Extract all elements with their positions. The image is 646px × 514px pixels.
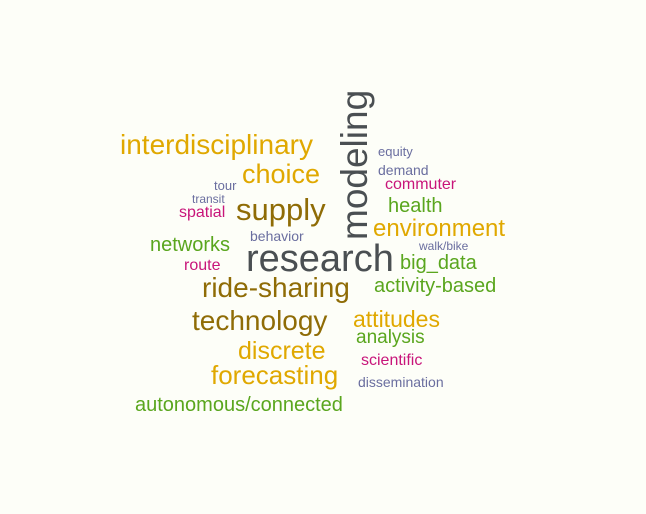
word-equity: equity — [378, 144, 413, 159]
word-commuter: commuter — [385, 176, 457, 193]
word-interdisciplinary: interdisciplinary — [120, 129, 313, 160]
word-discrete: discrete — [238, 337, 326, 365]
word-attitudes: attitudes — [353, 306, 440, 332]
word-route: route — [184, 257, 221, 274]
word-spatial: spatial — [179, 204, 226, 221]
word-activity-based: activity-based — [374, 275, 497, 297]
word-analysis: analysis — [356, 327, 425, 348]
word-health: health — [388, 195, 443, 217]
word-big-data: big_data — [400, 252, 477, 274]
word-dissemination: dissemination — [358, 374, 444, 390]
word-modeling: modeling — [334, 89, 375, 240]
word-autonomous-connected: autonomous/connected — [135, 394, 343, 416]
word-research: research — [246, 238, 394, 280]
word-behavior: behavior — [250, 228, 304, 244]
word-technology: technology — [192, 305, 328, 336]
word-environment: environment — [373, 215, 506, 242]
word-ride-sharing: ride-sharing — [202, 272, 350, 303]
word-choice: choice — [242, 159, 321, 189]
word-transit: transit — [192, 192, 225, 206]
word-demand: demand — [378, 162, 429, 178]
word-tour: tour — [214, 178, 237, 193]
word-networks: networks — [150, 234, 231, 256]
word-supply: supply — [236, 192, 326, 227]
word-walk-bike: walk/bike — [419, 239, 469, 253]
word-forecasting: forecasting — [211, 360, 339, 390]
word-scientific: scientific — [361, 352, 423, 369]
